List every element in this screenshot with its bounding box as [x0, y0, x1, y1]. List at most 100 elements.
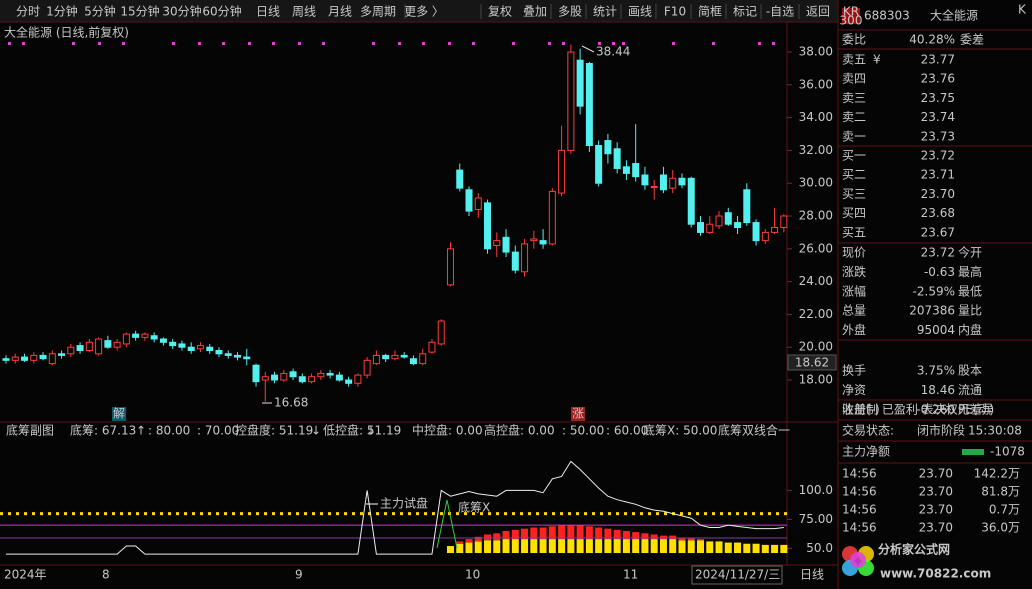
- trade-volume: 0.7万: [989, 503, 1020, 517]
- toolbar-button[interactable]: 分时: [16, 5, 40, 19]
- stat-label: 流通: [958, 383, 982, 397]
- status-label: 交易状态:: [842, 423, 894, 438]
- y-tick-label: 30.00: [799, 176, 833, 190]
- trade-price: 23.70: [919, 521, 953, 535]
- trade-price: 23.70: [919, 467, 953, 481]
- signal-dot: [198, 42, 201, 45]
- toolbar-button[interactable]: 15分钟: [120, 4, 159, 19]
- candle-body: [446, 248, 454, 286]
- signal-dot: [298, 42, 301, 45]
- y-tick-label: 32.00: [799, 143, 833, 157]
- chip-bar: [632, 532, 640, 540]
- candle-body: [456, 169, 464, 189]
- chip-bar: [641, 533, 649, 540]
- chip-bar: [530, 527, 538, 540]
- stat-label: 涨跌: [842, 264, 866, 279]
- indicator-header: 底筹X: 50.00: [643, 423, 717, 438]
- signal-dot: [448, 42, 451, 45]
- toolbar-button[interactable]: F10: [664, 5, 686, 19]
- chip-bar: [613, 529, 621, 540]
- volume-bar: [734, 542, 742, 553]
- candle-body: [622, 166, 630, 174]
- signal-dot: [562, 42, 565, 45]
- toolbar-button[interactable]: 多股: [558, 5, 582, 19]
- toolbar-button[interactable]: 30分钟: [162, 4, 201, 19]
- net-value: -1078: [990, 445, 1025, 459]
- candle-body: [11, 356, 19, 361]
- candle-body: [539, 240, 547, 245]
- net-label: 主力净额: [842, 445, 890, 459]
- candle-body: [669, 177, 677, 189]
- stat-label: 收益(-): [842, 402, 880, 416]
- candle-body: [289, 371, 297, 378]
- toolbar-button[interactable]: 返回: [806, 5, 830, 19]
- chip-bar: [622, 530, 630, 540]
- x-tick-label: 11: [623, 568, 638, 582]
- chip-bar: [502, 530, 510, 540]
- signal-dot: [272, 42, 275, 45]
- y-tick-label: 34.00: [799, 110, 833, 124]
- indicator-header: ↓: [366, 424, 376, 438]
- signal-dot: [222, 42, 225, 45]
- signal-dot: [548, 42, 551, 45]
- toolbar-button[interactable]: -自选: [766, 5, 794, 19]
- volume-bar: [715, 541, 723, 553]
- toolbar-button[interactable]: 多周期: [360, 5, 396, 19]
- pointer: [581, 45, 595, 53]
- volume-bar: [622, 539, 630, 553]
- marker: 涨: [572, 406, 584, 421]
- toolbar-button[interactable]: 周线: [292, 5, 316, 19]
- badge-sub: 300: [840, 14, 863, 28]
- toolbar-button[interactable]: 1分钟: [46, 4, 78, 19]
- toolbar-button[interactable]: 复权: [488, 5, 512, 19]
- candle-body: [734, 222, 742, 228]
- toolbar-button[interactable]: 月线: [328, 5, 352, 19]
- stat-label: 量比: [958, 304, 982, 318]
- stat-label: 股本: [958, 364, 982, 378]
- chip-bar: [669, 535, 677, 540]
- ask-price: 23.73: [921, 129, 955, 143]
- toolbar-button[interactable]: 日线: [256, 5, 280, 19]
- signal-dot: [172, 42, 175, 45]
- toolbar-button[interactable]: 叠加: [523, 5, 547, 19]
- volume-bar: [687, 540, 695, 553]
- toolbar-button[interactable]: 标记: [733, 5, 757, 19]
- bid-label: 买四: [842, 206, 866, 220]
- candle-body: [67, 346, 75, 355]
- candle-body: [697, 222, 704, 233]
- toolbar-button[interactable]: 简框: [698, 5, 722, 19]
- toolbar-button[interactable]: 更多 〉: [404, 5, 444, 19]
- candle-body: [159, 338, 167, 343]
- toolbar-button[interactable]: 统计: [593, 5, 617, 19]
- trade-time: 14:56: [842, 521, 877, 535]
- chip-bar: [465, 539, 473, 543]
- indicator-header: ↑: [136, 424, 146, 438]
- volume-bar: [613, 539, 621, 553]
- indicator-header: 低控盘: 51.19: [323, 423, 401, 438]
- candle-body: [493, 240, 501, 247]
- toolbar-button[interactable]: 画线: [628, 5, 652, 19]
- bid-label: 买二: [842, 168, 866, 182]
- y-tick-label: 28.00: [799, 209, 833, 223]
- signal-dot: [422, 42, 425, 45]
- indicator-header: 底筹双线合一: [718, 423, 790, 438]
- chip-bar: [585, 526, 593, 540]
- candle-body: [113, 341, 121, 348]
- candle-body: [39, 354, 47, 360]
- x-tick-label: 2024/11/27/三: [695, 568, 780, 582]
- volume-bar: [604, 539, 612, 553]
- volume-bar: [576, 539, 584, 553]
- ask-label: 卖一: [842, 129, 866, 143]
- stat-label: 今开: [958, 245, 982, 260]
- y-tick-label: 18.00: [799, 373, 833, 387]
- chip-bar: [697, 539, 704, 541]
- toolbar-button[interactable]: 5分钟: [84, 4, 116, 19]
- stat-value: 3.75%: [917, 364, 955, 378]
- chip-bar: [511, 529, 519, 540]
- candle-body: [428, 341, 436, 353]
- volume-bar: [743, 543, 751, 553]
- bid-price: 23.68: [921, 206, 955, 220]
- candle-body: [252, 364, 260, 383]
- toolbar-button[interactable]: 60分钟: [202, 4, 241, 19]
- indicator-header: 中控盘: 0.00: [412, 423, 483, 438]
